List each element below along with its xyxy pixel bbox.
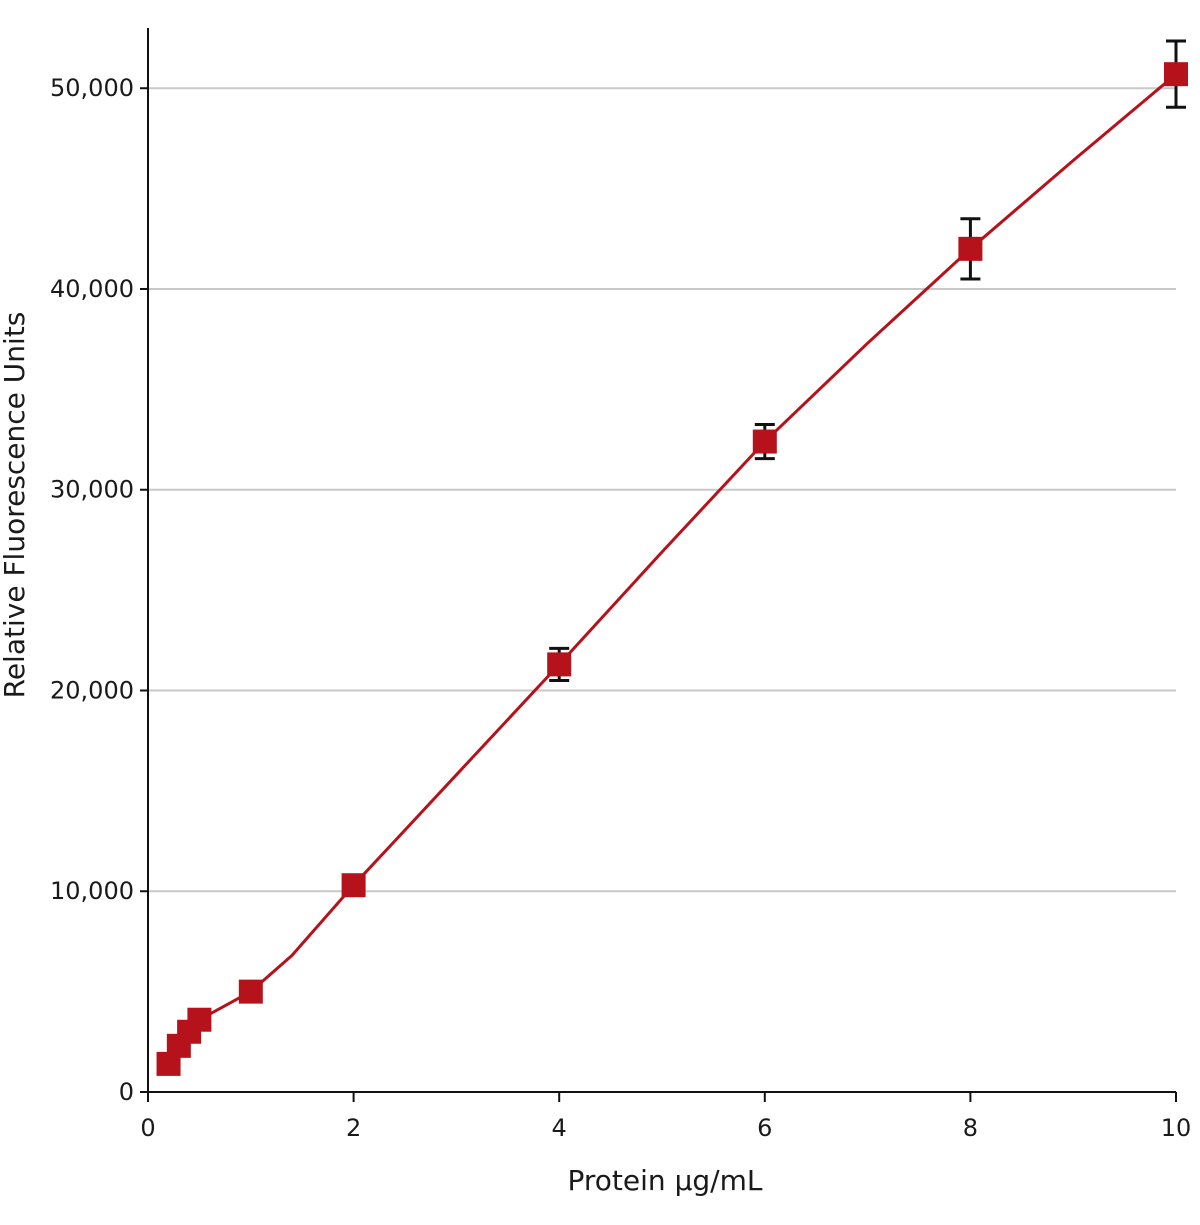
y-tick-label: 0	[119, 1078, 134, 1106]
data-point-marker	[341, 873, 366, 898]
gridlines	[148, 87, 1176, 893]
x-tick-label: 4	[552, 1114, 567, 1142]
y-tick-label: 20,000	[50, 676, 134, 704]
y-tick-label: 10,000	[50, 877, 134, 905]
y-tick-label: 40,000	[50, 275, 134, 303]
data-point-marker	[187, 1007, 212, 1032]
x-tick-label: 6	[757, 1114, 772, 1142]
data-markers	[156, 62, 1188, 1076]
data-point-marker	[547, 652, 572, 677]
x-tick-label: 10	[1161, 1114, 1192, 1142]
axis-ticks: 0 10,000 20,000 30,000 40,000 50,000 0 2 4 6 8 10	[50, 74, 1191, 1142]
x-tick-label: 0	[140, 1114, 155, 1142]
y-tick-label: 50,000	[50, 74, 134, 102]
data-point-marker	[958, 236, 983, 261]
error-bars	[549, 39, 1186, 682]
data-point-marker	[1164, 62, 1188, 87]
y-axis-title: Relative Fluorescence Units	[0, 312, 31, 699]
axes	[147, 28, 1176, 1093]
y-tick-label: 30,000	[50, 476, 134, 504]
data-point-marker	[238, 979, 263, 1004]
fit-curve	[167, 73, 1177, 1065]
series-line	[167, 73, 1177, 1065]
data-point-marker	[752, 429, 777, 454]
x-tick-label: 2	[346, 1114, 361, 1142]
x-axis-title: Protein μg/mL	[568, 1164, 763, 1197]
x-tick-label: 8	[963, 1114, 978, 1142]
